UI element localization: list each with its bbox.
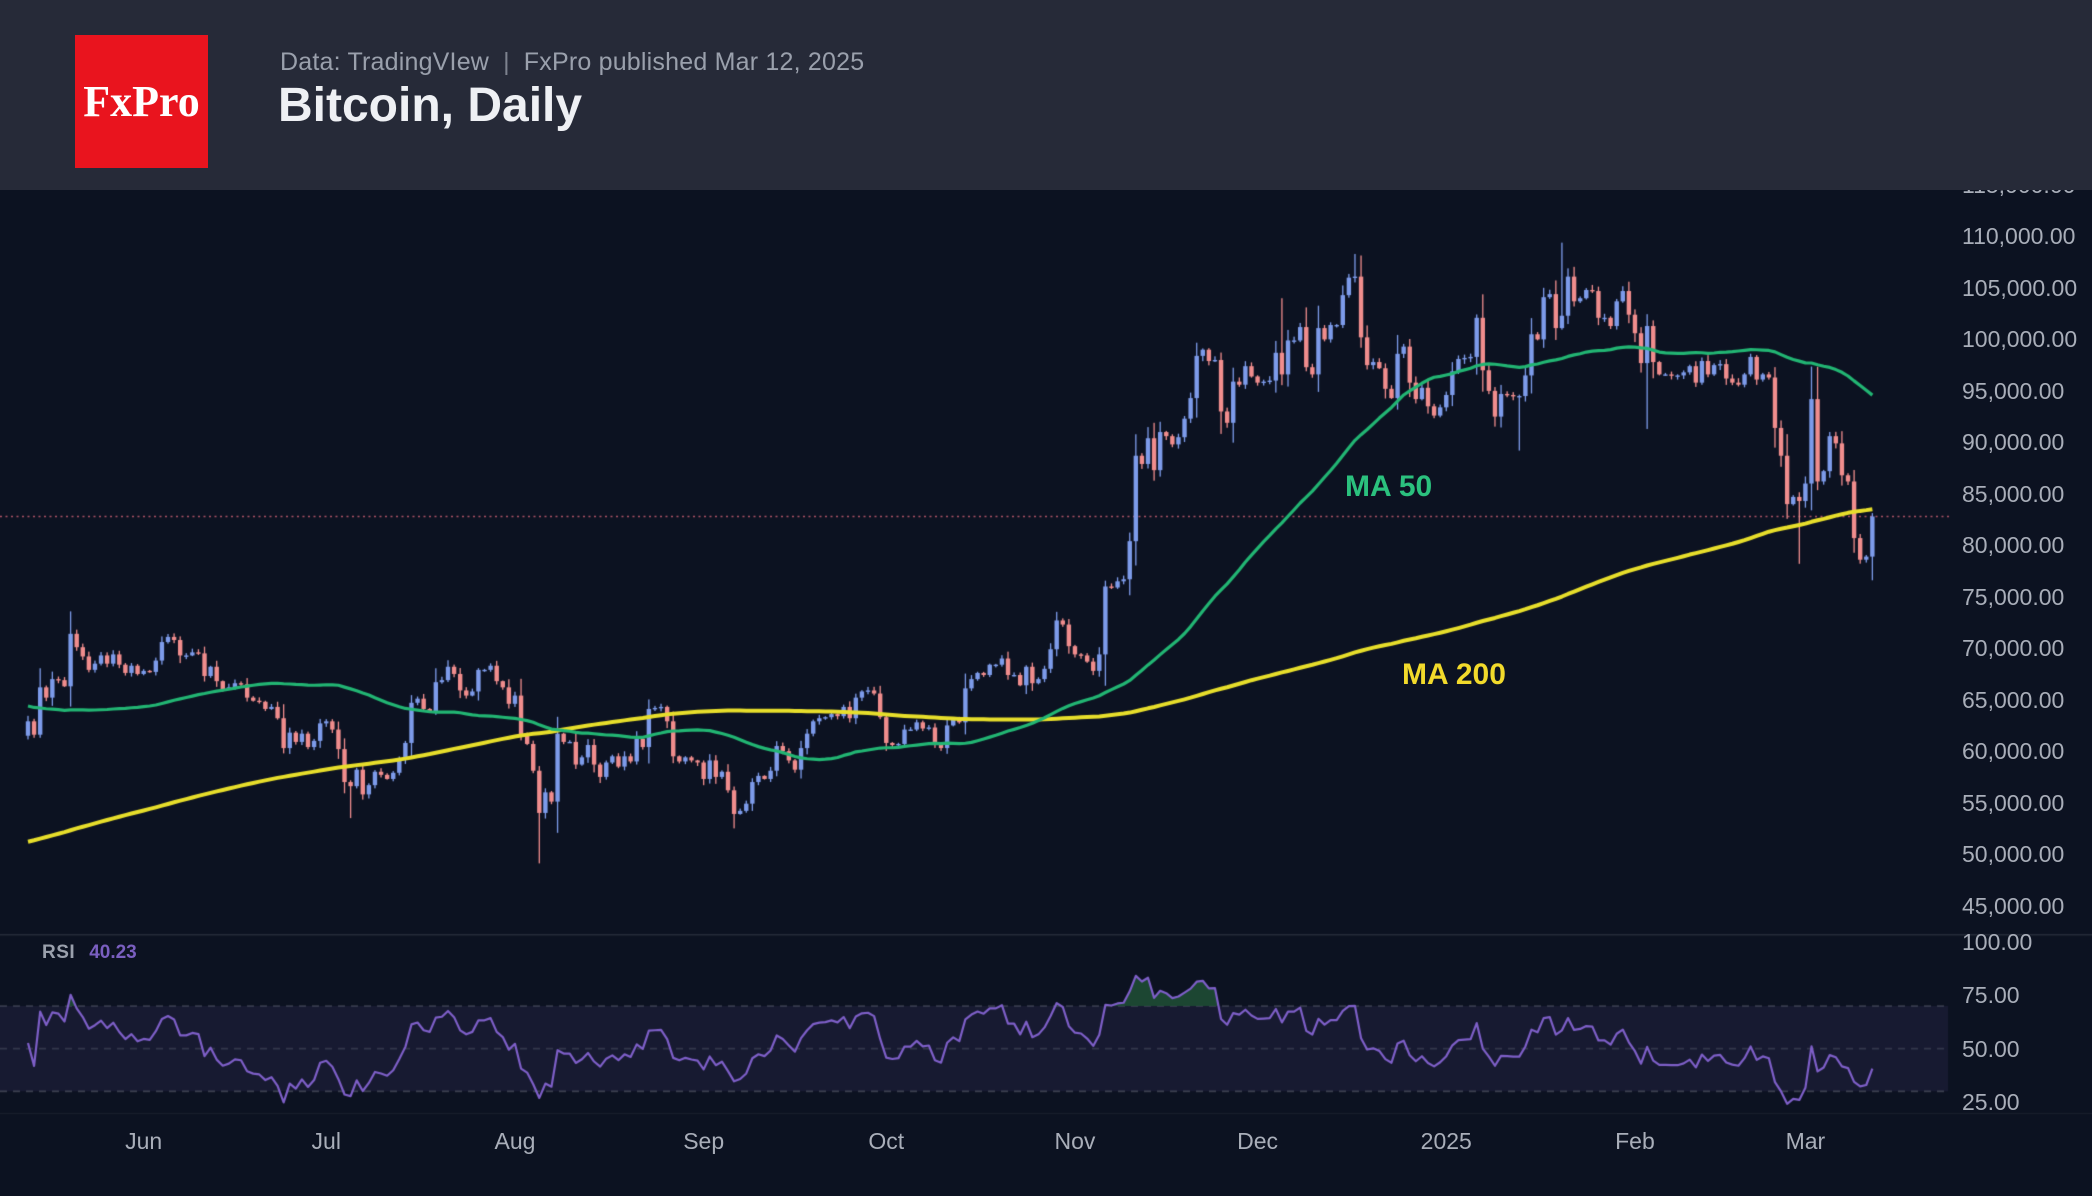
fxpro-logo-text: FxPro	[83, 77, 200, 126]
time-tick: Jun	[125, 1128, 163, 1154]
price-tick: 105,000.00	[1962, 274, 2078, 301]
time-tick: Aug	[494, 1128, 536, 1154]
page-title: Bitcoin, Daily	[278, 79, 583, 132]
rsi-tick: 100.00	[1962, 929, 2033, 955]
time-tick: Feb	[1615, 1128, 1655, 1154]
fxpro-logo: FxPro	[75, 35, 208, 168]
source-text: Data: TradingVIew	[280, 48, 490, 76]
rsi-value: 40.23	[89, 942, 137, 963]
price-tick: 110,000.00	[1962, 223, 2076, 250]
price-tick: 55,000.00	[1962, 789, 2065, 816]
ma200-label: MA 200	[1402, 658, 1506, 691]
time-tick: Jul	[311, 1128, 341, 1154]
time-tick: 2025	[1420, 1128, 1472, 1154]
price-tick: 60,000.00	[1962, 738, 2065, 765]
rsi-tick: 50.00	[1962, 1035, 2020, 1062]
rsi-label: RSI	[42, 942, 76, 963]
price-tick: 65,000.00	[1962, 686, 2065, 713]
time-tick: Dec	[1237, 1128, 1279, 1154]
published-text: FxPro published Mar 12, 2025	[523, 48, 865, 76]
price-tick: 75,000.00	[1962, 583, 2065, 610]
price-tick: 80,000.00	[1962, 532, 2065, 559]
time-tick: Mar	[1785, 1128, 1826, 1154]
price-tick: 50,000.00	[1962, 841, 2065, 868]
price-tick: 90,000.00	[1962, 429, 2065, 456]
rsi-indicator-row: RSI 40.23	[42, 942, 137, 964]
time-tick: Nov	[1054, 1128, 1096, 1154]
header-bar: FxPro Data: TradingVIew | FxPro published …	[0, 0, 2092, 190]
rsi-tick: 25.00	[1962, 1088, 2020, 1115]
price-tick: 100,000.00	[1962, 326, 2078, 353]
time-tick: Sep	[683, 1128, 725, 1154]
price-tick: 45,000.00	[1962, 892, 2065, 919]
separator: |	[503, 48, 510, 76]
price-tick: 85,000.00	[1962, 480, 2065, 507]
data-source-line: Data: TradingVIew | FxPro published Mar 12…	[280, 48, 864, 77]
rsi-tick: 75.00	[1962, 982, 2020, 1009]
price-tick: 95,000.00	[1962, 377, 2065, 404]
time-tick: Oct	[868, 1128, 905, 1154]
ma50-label: MA 50	[1345, 470, 1433, 503]
price-tick: 70,000.00	[1962, 635, 2065, 662]
